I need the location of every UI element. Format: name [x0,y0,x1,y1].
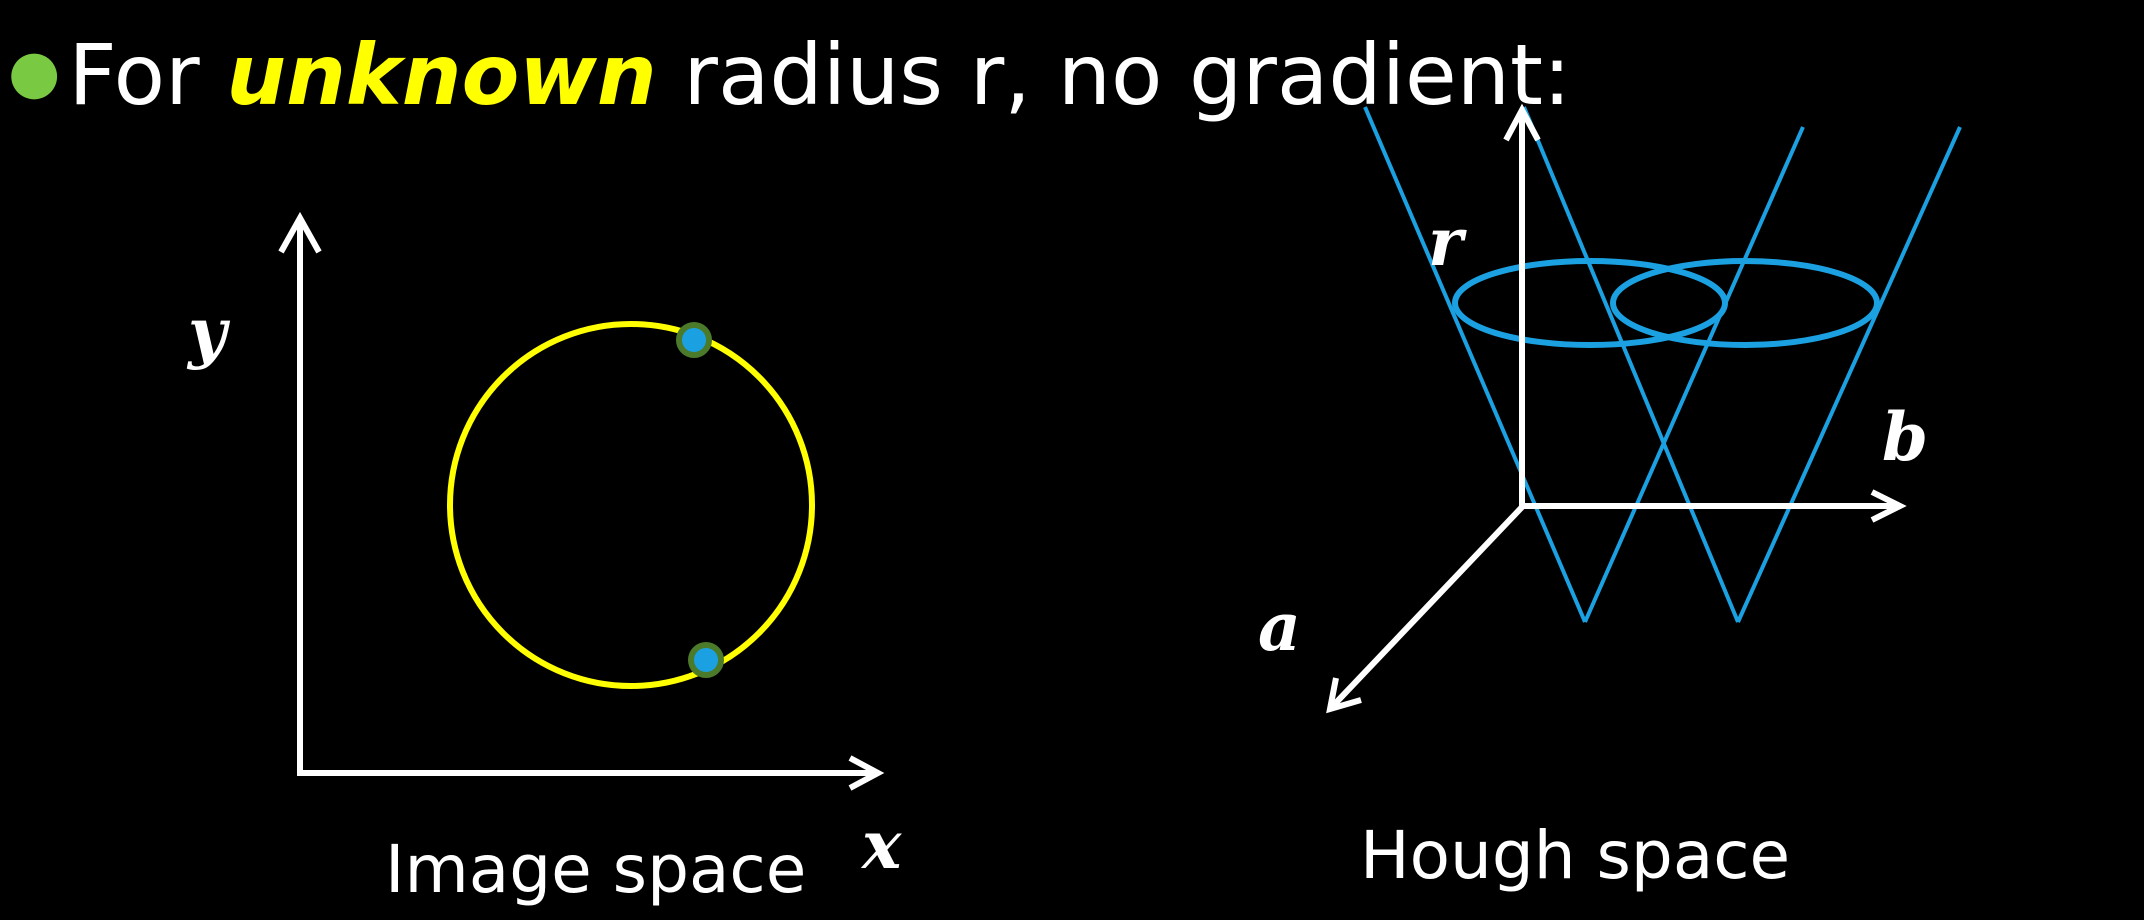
edge-point-lower [688,642,724,678]
bullet-emphasis: unknown [226,26,657,124]
hough-space-panel: r b a Hough space [1258,103,1962,894]
bullet-text: ●For unknown radius r, no gradient: [8,22,1571,125]
cone1-left-edge [1363,106,1587,623]
hough-a-arrowhead-icon [1326,677,1362,714]
cone1-ring [1452,258,1728,348]
cone2-left-edge [1522,106,1740,623]
image-space-panel: y x Image space [186,211,902,908]
hough-b-label: b [1882,398,1928,476]
hough-rings [1452,258,1880,348]
hough-r-label: r [1428,203,1467,281]
cone1-right-edge [1583,126,1805,623]
hough-a-label: a [1258,588,1301,666]
image-x-label: x [860,806,902,884]
bullet-dot-icon: ● [8,37,61,107]
edge-point-upper [676,322,712,358]
bullet-prefix: For [68,26,227,124]
hough-r-arrowhead-icon [1503,103,1541,142]
image-x-arrowhead-icon [848,755,885,791]
hough-cones [1363,106,1962,623]
hough-space-caption: Hough space [1360,817,1790,894]
hough-a-axis [1327,503,1526,712]
bullet-suffix: radius r, no gradient: [656,26,1572,124]
cone2-right-edge [1736,126,1962,623]
cone2-ring [1610,258,1880,348]
image-y-arrowhead-icon [278,211,322,254]
image-y-label: y [186,293,231,371]
image-circle [447,321,815,689]
image-space-caption: Image space [385,831,806,908]
hough-b-arrowhead-icon [1870,489,1907,523]
